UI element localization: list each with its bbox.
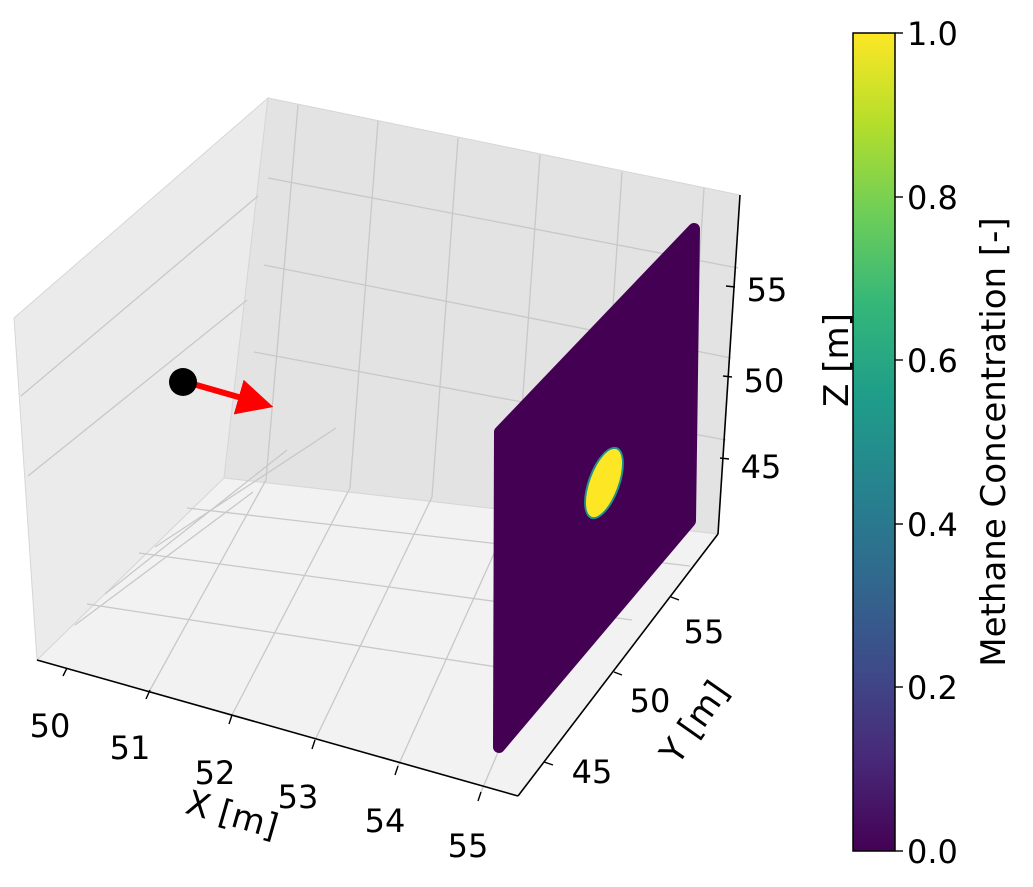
- x-tick-mark: [62, 667, 68, 677]
- colorbar-tick-label: 1.0: [907, 15, 958, 53]
- colorbar-tick-label: 0.8: [907, 179, 958, 217]
- y-tick-label: 55: [684, 613, 725, 651]
- z-tick-mark: [725, 285, 736, 288]
- x-tick-label: 50: [30, 707, 71, 745]
- x-tick-mark: [145, 689, 151, 700]
- z-axis-line: [717, 194, 741, 535]
- x-axis-label: X [m]: [181, 783, 282, 847]
- colorbar-gradient: [852, 32, 896, 852]
- colorbar-label: Methane Concentration [-]: [974, 217, 1014, 666]
- x-tick-label: 54: [365, 802, 406, 840]
- x-tick-label: 55: [448, 827, 489, 865]
- x-tick-label: 52: [195, 754, 236, 792]
- colorbar: 0.0 0.2 0.4 0.6 0.8 1.0 Methane Concentr…: [852, 15, 1014, 871]
- x-tick-mark: [228, 714, 233, 725]
- y-tick-mark: [670, 596, 680, 601]
- plume-core: [585, 448, 623, 518]
- x-tick-mark: [394, 765, 399, 776]
- y-ticks: 45 50 55: [543, 596, 725, 791]
- source-point: [169, 368, 274, 415]
- z-ticks: 55 50 45: [719, 271, 788, 486]
- z-tick-label: 45: [741, 448, 782, 486]
- y-tick-mark: [613, 671, 623, 676]
- z-axis-label: Z [m]: [817, 313, 857, 407]
- x-ticks: 50 51 52 53 54 55: [30, 667, 489, 865]
- colorbar-tick-label: 0.4: [907, 506, 958, 544]
- z-tick-label: 50: [744, 362, 785, 400]
- x-tick-mark: [311, 739, 316, 750]
- source-marker: [169, 368, 197, 396]
- z-tick-label: 55: [747, 271, 788, 309]
- y-tick-label: 45: [572, 753, 613, 791]
- z-tick-mark: [722, 375, 733, 378]
- z-tick-mark: [719, 457, 730, 460]
- y-axis-line: [517, 533, 719, 797]
- target-plane-group: [493, 223, 700, 753]
- colorbar-tick-label: 0.2: [907, 669, 958, 707]
- direction-arrow: [185, 379, 274, 415]
- x-tick-mark: [477, 791, 482, 802]
- colorbar-tick-label: 0.0: [907, 833, 958, 871]
- grid-left-pane: [20, 195, 337, 626]
- x-tick-label: 51: [110, 729, 151, 767]
- colorbar-tick-label: 0.6: [907, 342, 958, 380]
- x-axis-line: [36, 659, 519, 797]
- y-tick-label: 50: [630, 682, 671, 720]
- colorbar-ticks: [895, 32, 903, 852]
- x-tick-label: 53: [278, 778, 319, 816]
- y-tick-mark: [543, 761, 554, 766]
